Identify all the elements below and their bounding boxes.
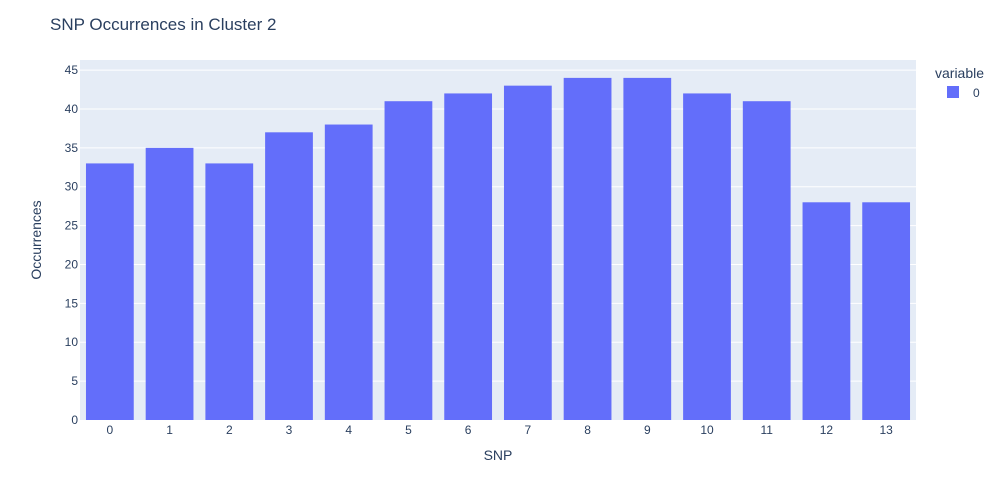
x-tick-label: 3 — [286, 423, 293, 437]
y-tick-label: 10 — [65, 335, 79, 349]
bar[interactable] — [384, 101, 433, 420]
x-tick-label: 8 — [584, 423, 591, 437]
y-tick-label: 0 — [71, 413, 78, 427]
x-tick-label: 11 — [760, 423, 773, 437]
x-tick-label: 1 — [166, 423, 173, 437]
x-tick-label: 9 — [644, 423, 651, 437]
legend-swatch[interactable] — [947, 86, 959, 98]
y-axis-label: Occurrences — [28, 200, 44, 279]
y-tick-label: 5 — [71, 374, 78, 388]
y-tick-label: 35 — [65, 141, 79, 155]
x-tick-label: 12 — [820, 423, 834, 437]
x-tick-label: 10 — [700, 423, 714, 437]
x-tick-label: 13 — [879, 423, 893, 437]
x-tick-labels: 0 1 2 3 4 5 6 7 8 9 10 11 12 13 — [107, 423, 894, 437]
x-axis-label: SNP — [484, 447, 513, 463]
y-tick-label: 20 — [65, 257, 79, 271]
bar[interactable] — [683, 93, 731, 420]
bar[interactable] — [145, 147, 194, 421]
x-tick-label: 6 — [465, 423, 472, 437]
legend-title: variable — [935, 65, 984, 81]
bar[interactable] — [205, 163, 254, 420]
bars — [85, 77, 911, 421]
bar[interactable] — [563, 77, 612, 421]
y-tick-label: 45 — [65, 63, 79, 77]
legend[interactable]: variable 0 — [935, 65, 984, 100]
x-tick-label: 4 — [345, 423, 352, 437]
chart-title: SNP Occurrences in Cluster 2 — [50, 15, 276, 34]
y-tick-label: 15 — [65, 296, 79, 310]
y-tick-label: 25 — [65, 219, 79, 233]
y-tick-label: 30 — [65, 180, 79, 194]
bar[interactable] — [324, 124, 373, 420]
bar[interactable] — [503, 85, 552, 420]
y-tick-labels: 0 5 10 15 20 25 30 35 40 45 — [65, 63, 79, 427]
legend-entry: 0 — [973, 86, 980, 100]
bar[interactable] — [623, 77, 672, 421]
x-tick-label: 7 — [525, 423, 532, 437]
bar[interactable] — [444, 93, 493, 420]
x-tick-label: 0 — [107, 423, 114, 437]
x-tick-label: 2 — [226, 423, 233, 437]
y-tick-label: 40 — [65, 102, 79, 116]
bar[interactable] — [802, 202, 851, 420]
bar[interactable] — [862, 202, 911, 420]
bar[interactable] — [85, 163, 134, 420]
x-tick-label: 5 — [405, 423, 412, 437]
bar[interactable] — [742, 101, 791, 420]
bar[interactable] — [265, 132, 313, 420]
